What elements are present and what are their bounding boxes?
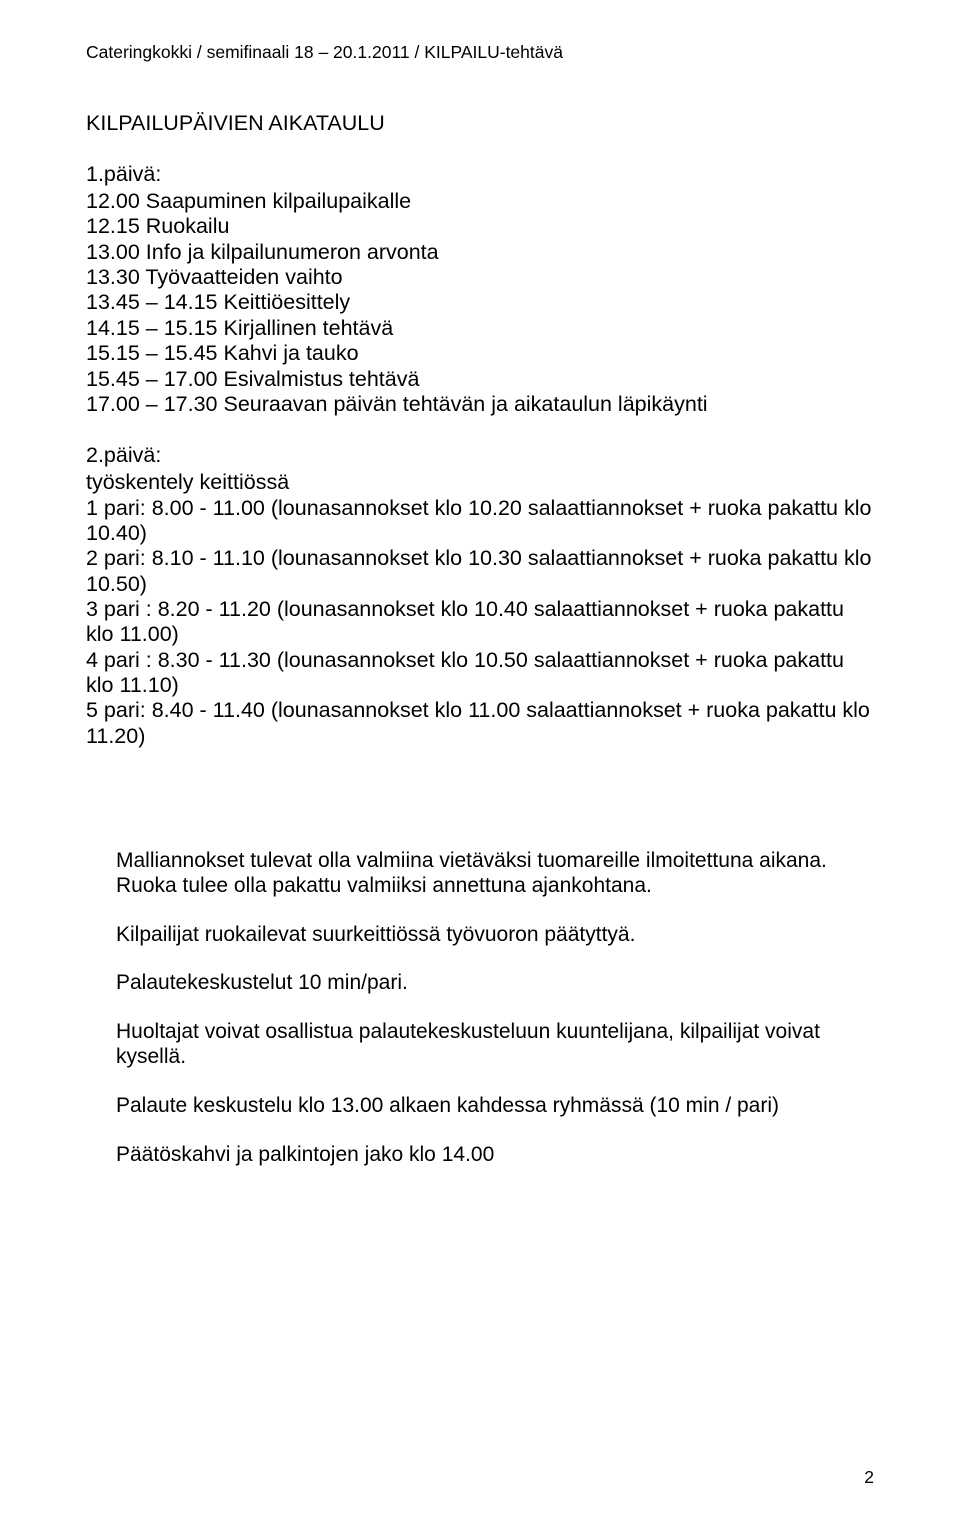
day1-section: 1.päivä: 12.00 Saapuminen kilpailupaikal… — [86, 162, 874, 417]
day2-line: 3 pari : 8.20 - 11.20 (lounasannokset kl… — [86, 597, 874, 648]
day1-label: 1.päivä: — [86, 162, 874, 187]
day1-line: 15.15 – 15.45 Kahvi ja tauko — [86, 341, 874, 366]
day1-line: 14.15 – 15.15 Kirjallinen tehtävä — [86, 316, 874, 341]
info-line: Malliannokset tulevat olla valmiina viet… — [116, 849, 827, 872]
day2-sublabel: työskentely keittiössä — [86, 470, 874, 495]
day2-line: 4 pari : 8.30 - 11.30 (lounasannokset kl… — [86, 648, 874, 699]
day2-line: 2 pari: 8.10 - 11.10 (lounasannokset klo… — [86, 546, 874, 597]
day1-line: 15.45 – 17.00 Esivalmistus tehtävä — [86, 367, 874, 392]
day1-line: 13.30 Työvaatteiden vaihto — [86, 265, 874, 290]
page-number: 2 — [864, 1467, 874, 1488]
document-page: Cateringkokki / semifinaali 18 – 20.1.20… — [0, 0, 960, 1524]
info-line: Ruoka tulee olla pakattu valmiiksi annet… — [116, 874, 652, 897]
day2-label: 2.päivä: — [86, 443, 874, 468]
day2-line: 5 pari: 8.40 - 11.40 (lounasannokset klo… — [86, 698, 874, 749]
info-section: Malliannokset tulevat olla valmiina viet… — [86, 849, 874, 1167]
day1-line: 12.15 Ruokailu — [86, 214, 874, 239]
day1-line: 13.45 – 14.15 Keittiöesittely — [86, 290, 874, 315]
info-paragraph: Palautekeskustelut 10 min/pari. — [116, 971, 874, 996]
info-paragraph: Malliannokset tulevat olla valmiina viet… — [116, 849, 874, 899]
main-title: KILPAILUPÄIVIEN AIKATAULU — [86, 111, 874, 136]
info-paragraph: Huoltajat voivat osallistua palautekesku… — [116, 1020, 874, 1070]
day2-line: 1 pari: 8.00 - 11.00 (lounasannokset klo… — [86, 496, 874, 547]
page-header: Cateringkokki / semifinaali 18 – 20.1.20… — [86, 42, 874, 63]
day1-line: 17.00 – 17.30 Seuraavan päivän tehtävän … — [86, 392, 874, 417]
day1-line: 13.00 Info ja kilpailunumeron arvonta — [86, 240, 874, 265]
info-paragraph: Päätöskahvi ja palkintojen jako klo 14.0… — [116, 1143, 874, 1168]
day2-section: 2.päivä: työskentely keittiössä 1 pari: … — [86, 443, 874, 749]
day1-line: 12.00 Saapuminen kilpailupaikalle — [86, 189, 874, 214]
info-paragraph: Kilpailijat ruokailevat suurkeittiössä t… — [116, 923, 874, 948]
info-paragraph: Palaute keskustelu klo 13.00 alkaen kahd… — [116, 1094, 874, 1119]
